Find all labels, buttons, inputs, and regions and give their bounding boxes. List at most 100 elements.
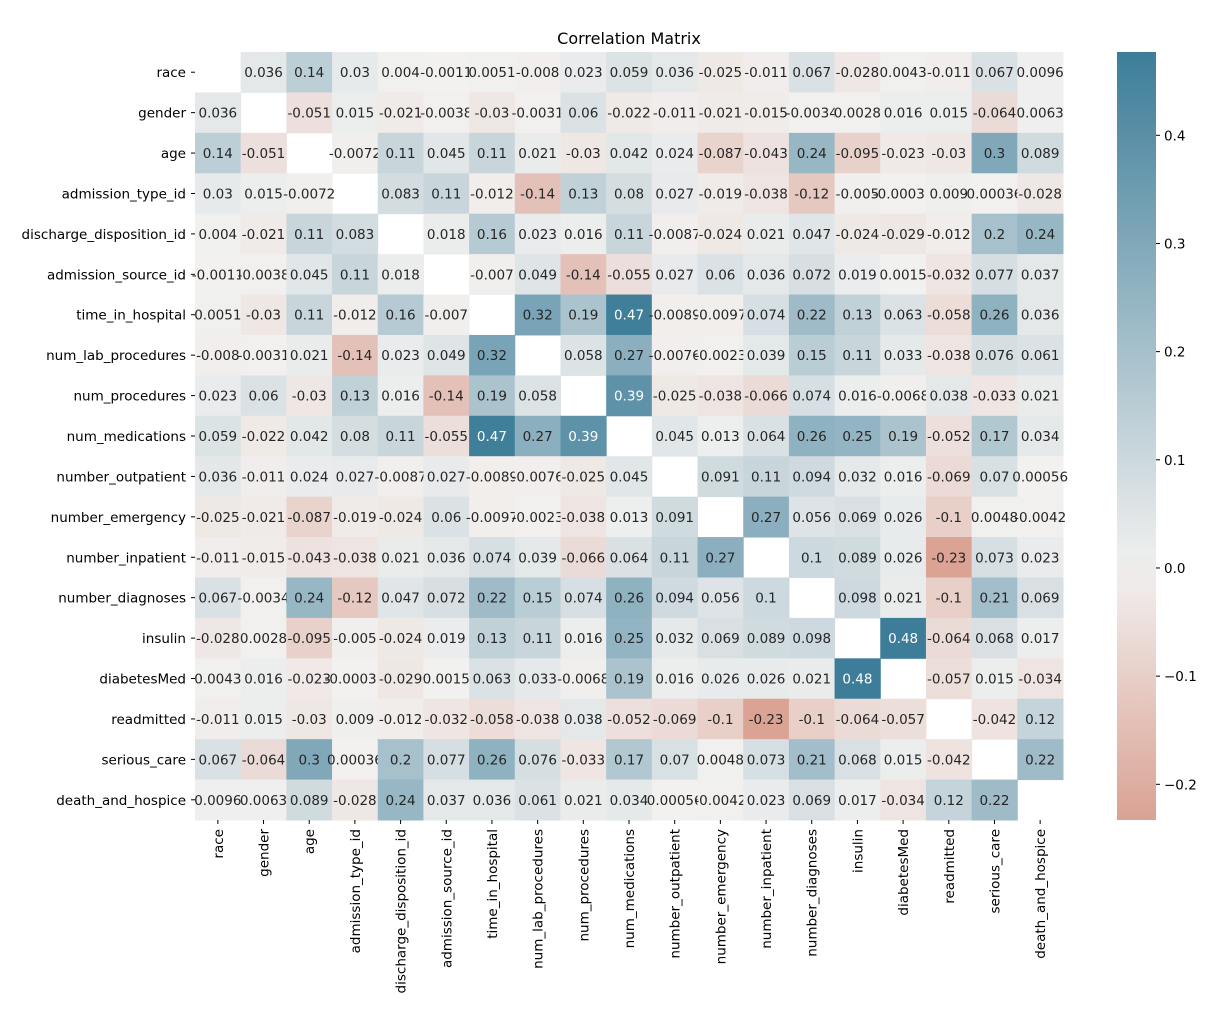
cell-annotation: -0.00031	[325, 672, 386, 688]
cell-annotation: 0.019	[838, 267, 877, 283]
cell-annotation: -0.0072	[329, 146, 381, 162]
cell-annotation: -0.064	[242, 752, 286, 768]
col-label: num_medications	[622, 829, 638, 948]
cell-annotation: 0.08	[340, 429, 370, 445]
heatmap-cell	[332, 254, 379, 296]
heatmap-cell	[469, 254, 516, 296]
heatmap-cell	[697, 658, 744, 700]
heatmap-cell	[286, 617, 333, 659]
heatmap-cell	[377, 779, 424, 821]
heatmap-cell	[971, 415, 1018, 457]
heatmap-cell	[423, 698, 470, 740]
heatmap-cell	[469, 739, 516, 781]
heatmap-cell	[788, 658, 836, 700]
cell-annotation: 0.27	[751, 510, 781, 526]
heatmap-cell	[743, 658, 790, 700]
cell-annotation: -0.03	[931, 146, 966, 162]
row-label: num_procedures	[73, 389, 186, 405]
cell-annotation: 0.032	[838, 469, 877, 485]
cell-annotation: 0.48	[842, 672, 872, 688]
cell-annotation: -0.064	[973, 106, 1017, 122]
cell-annotation: -0.03	[292, 712, 327, 728]
row-label: insulin	[142, 631, 186, 647]
heatmap-cell	[1017, 52, 1064, 93]
cell-annotation: 0.021	[518, 146, 557, 162]
heatmap-cell	[286, 52, 333, 93]
cell-annotation: 0.067	[975, 65, 1014, 81]
heatmap-cell	[240, 334, 287, 376]
cell-annotation: 0.038	[929, 389, 968, 405]
heatmap-cell	[1017, 496, 1064, 538]
cell-annotation: 0.016	[884, 106, 923, 122]
cell-annotation: 0.091	[655, 510, 694, 526]
cell-annotation: 0.26	[614, 591, 644, 607]
heatmap-cell	[240, 698, 287, 740]
cell-annotation: -0.0034	[237, 591, 289, 607]
heatmap-cell	[286, 213, 333, 255]
cell-annotation: -0.0042	[1014, 510, 1066, 526]
heatmap-cell	[971, 698, 1018, 740]
cell-annotation: -0.0089	[466, 469, 518, 485]
heatmap-cell	[880, 496, 927, 538]
heatmap-cell	[651, 658, 699, 700]
cell-annotation: 0.0015	[423, 672, 470, 688]
heatmap-cell	[697, 52, 744, 93]
heatmap-cell	[240, 779, 287, 821]
heatmap-cell	[788, 415, 836, 457]
cell-annotation: 0.063	[473, 672, 512, 688]
heatmap-cell	[788, 739, 836, 781]
cell-annotation: 0.068	[838, 752, 877, 768]
cell-annotation: 0.24	[1025, 227, 1055, 243]
cell-annotation: -0.12	[794, 186, 829, 202]
heatmap-cell	[514, 173, 561, 215]
heatmap-cell	[880, 739, 927, 781]
heatmap-cell	[971, 294, 1018, 336]
cell-annotation: 0.036	[199, 106, 238, 122]
heatmap-cell	[286, 375, 333, 417]
heatmap-cell	[195, 92, 242, 134]
heatmap-cell	[743, 456, 790, 498]
cell-annotation: 0.00056	[647, 793, 703, 809]
cell-annotation: -0.012	[333, 308, 377, 324]
cell-annotation: 0.00036	[967, 186, 1023, 202]
heatmap-cell	[925, 132, 973, 174]
heatmap-cell	[332, 415, 379, 457]
cell-annotation: 0.017	[838, 793, 877, 809]
heatmap-cell	[377, 537, 424, 578]
cell-annotation: 0.021	[884, 591, 923, 607]
cell-annotation: -0.055	[607, 267, 651, 283]
heatmap-cell	[560, 577, 607, 619]
heatmap-cell	[697, 213, 744, 255]
heatmap-cell	[834, 779, 881, 821]
heatmap-cell	[423, 173, 470, 215]
heatmap-cell	[788, 132, 836, 174]
heatmap-cell	[925, 334, 973, 376]
heatmap-cell	[286, 779, 333, 821]
cell-annotation: 0.0028	[834, 106, 881, 122]
cell-annotation: 0.1	[755, 591, 776, 607]
cell-annotation: 0.009	[929, 186, 968, 202]
heatmap-cell	[514, 456, 561, 498]
cell-annotation: 0.06	[568, 106, 598, 122]
heatmap-cell	[240, 537, 287, 578]
heatmap-cell	[560, 132, 607, 174]
heatmap-cell	[606, 779, 653, 821]
cell-annotation: -0.015	[242, 550, 286, 566]
cell-annotation: 0.036	[655, 65, 694, 81]
cell-annotation: -0.12	[337, 591, 372, 607]
heatmap-cell	[697, 294, 744, 336]
heatmap-cell	[332, 496, 379, 538]
heatmap-cell	[514, 52, 561, 93]
cell-annotation: 0.036	[244, 65, 283, 81]
cell-annotation: 0.016	[564, 631, 603, 647]
heatmap-cell	[834, 132, 881, 174]
heatmap-cell	[195, 617, 242, 659]
heatmap-cell	[377, 698, 424, 740]
heatmap-cell	[925, 294, 973, 336]
heatmap-cell	[606, 254, 653, 296]
cell-annotation: -0.03	[566, 146, 601, 162]
cell-annotation: 0.0015	[879, 267, 926, 283]
heatmap-cell	[423, 456, 470, 498]
cell-annotation: -0.087	[287, 510, 331, 526]
heatmap-cell	[469, 779, 516, 821]
